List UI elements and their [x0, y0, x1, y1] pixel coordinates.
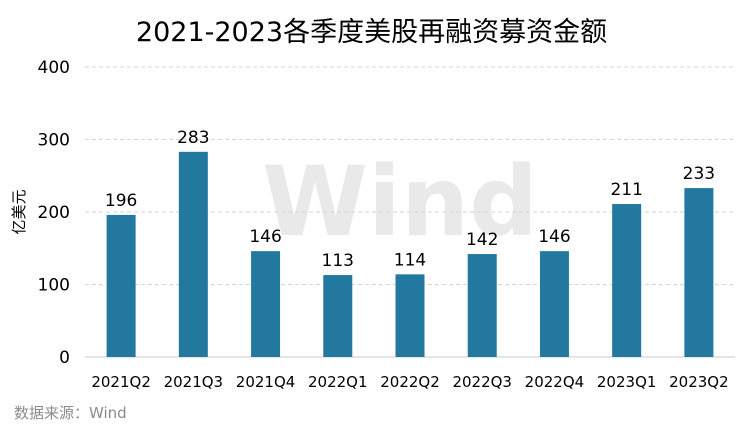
source-note: 数据来源：Wind	[14, 404, 127, 422]
y-axis-label: 亿美元	[10, 189, 28, 234]
bar-value-label: 114	[394, 250, 426, 270]
bar-value-label: 283	[177, 128, 209, 148]
bar	[539, 251, 569, 357]
bar-value-label: 196	[105, 191, 137, 211]
bar	[467, 254, 497, 357]
chart-title: 2021-2023各季度美股再融资募资金额	[135, 17, 608, 48]
bar-value-label: 146	[538, 227, 570, 247]
bar-value-label: 233	[683, 164, 715, 184]
x-tick-label: 2023Q2	[669, 373, 729, 391]
x-tick-label: 2021Q2	[91, 373, 151, 391]
bar-value-label: 142	[466, 230, 498, 250]
y-tick-label: 100	[38, 276, 70, 296]
bar	[251, 251, 281, 357]
x-tick-label: 2022Q2	[380, 373, 440, 391]
y-tick-label: 300	[38, 131, 70, 151]
x-tick-label: 2022Q1	[308, 373, 368, 391]
x-tick-label: 2022Q3	[452, 373, 512, 391]
watermark: Wind	[262, 146, 538, 258]
bar	[395, 274, 425, 357]
bar	[612, 204, 642, 357]
x-tick-label: 2023Q1	[597, 373, 657, 391]
bar	[178, 151, 208, 357]
bar-value-label: 211	[610, 180, 642, 200]
y-tick-label: 0	[59, 348, 70, 368]
x-tick-label: 2021Q3	[164, 373, 224, 391]
y-tick-label: 200	[38, 203, 70, 223]
bar-value-label: 113	[322, 251, 354, 271]
bar	[106, 214, 136, 357]
x-tick-label: 2022Q4	[525, 373, 585, 391]
x-tick-label: 2021Q4	[236, 373, 296, 391]
bar	[323, 275, 353, 357]
bar	[684, 188, 714, 357]
y-tick-label: 400	[38, 58, 70, 78]
bar-value-label: 146	[249, 227, 281, 247]
